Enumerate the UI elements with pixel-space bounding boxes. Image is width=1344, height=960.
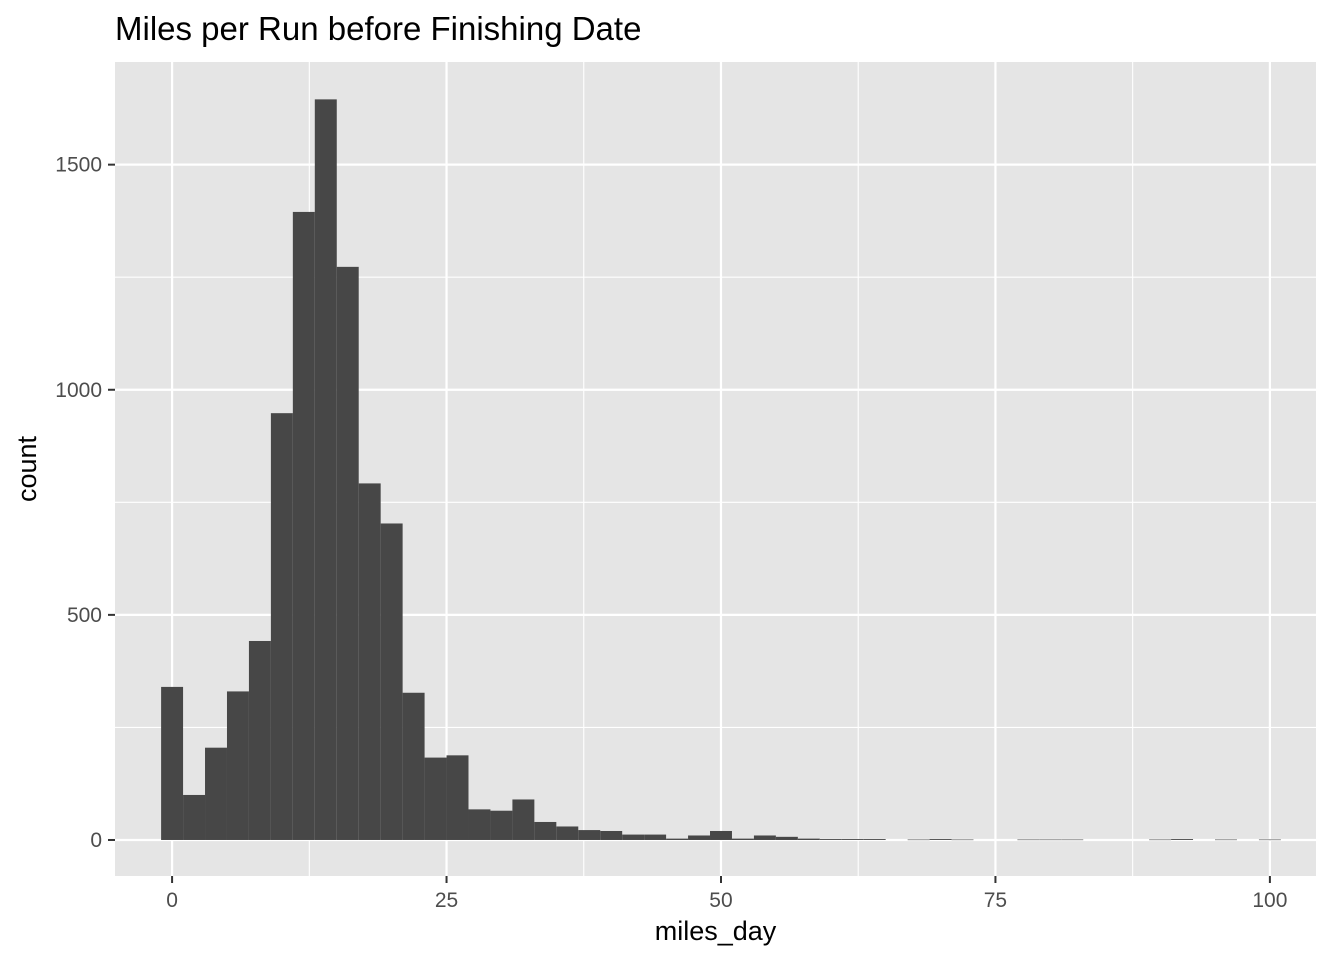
histogram-bar [161, 686, 184, 840]
histogram-bar [358, 483, 381, 840]
x-tick-label: 100 [1252, 889, 1287, 912]
chart-title: Miles per Run before Finishing Date [115, 10, 642, 47]
histogram-bar [424, 757, 447, 840]
y-axis-title: count [12, 435, 42, 502]
histogram-bar [1258, 839, 1281, 841]
histogram-bar [600, 830, 623, 840]
histogram-bar [468, 809, 491, 840]
histogram-bar [534, 821, 557, 840]
histogram-bar [336, 266, 359, 840]
histogram-bar [556, 826, 579, 840]
histogram-bar [270, 413, 293, 840]
histogram-bar [688, 835, 711, 840]
histogram-bar [205, 747, 227, 840]
histogram-bar [578, 830, 601, 840]
histogram-bar [819, 839, 842, 840]
histogram-bar [951, 839, 974, 841]
histogram-bar [1149, 839, 1172, 841]
histogram-bar [622, 834, 645, 840]
x-tick-label: 75 [984, 889, 1007, 912]
histogram-bar [644, 834, 667, 840]
histogram-bar [731, 838, 754, 840]
histogram-bar [490, 810, 513, 840]
x-tick-label: 0 [166, 889, 178, 912]
histogram-bar [863, 839, 886, 840]
y-tick-label: 500 [67, 604, 102, 627]
histogram-bar [380, 523, 403, 840]
x-axis-title: miles_day [655, 916, 777, 946]
histogram-bar [1215, 839, 1237, 841]
histogram-bar [183, 794, 206, 840]
histogram-bar [841, 839, 864, 840]
histogram-bar [248, 640, 271, 840]
x-tick-label: 50 [709, 889, 732, 912]
histogram-bar [929, 839, 952, 840]
histogram-bar [314, 99, 337, 840]
histogram-bar [1017, 839, 1040, 841]
histogram-bar [446, 755, 469, 840]
histogram-bar [226, 691, 249, 840]
histogram-bar [797, 838, 820, 840]
histogram-bar [512, 799, 535, 840]
histogram-bar [666, 838, 689, 840]
histogram-bar [753, 835, 776, 840]
histogram-bar [292, 211, 315, 840]
histogram-bar [710, 830, 732, 840]
histogram-bar [402, 692, 425, 840]
y-tick-label: 0 [90, 829, 102, 852]
histogram-bar [1171, 839, 1194, 840]
y-axis-tick-labels: 0 500 1000 1500 [55, 154, 102, 852]
y-tick-label: 1000 [55, 379, 102, 402]
x-axis-tick-labels: 0 25 50 75 100 [166, 889, 1287, 912]
histogram-bars [161, 99, 1281, 841]
histogram-bar [1061, 839, 1084, 841]
x-tick-label: 25 [435, 889, 458, 912]
y-tick-label: 1500 [55, 154, 102, 177]
histogram-bar [907, 839, 930, 841]
axis-ticks [108, 163, 1271, 883]
histogram-bar [1039, 839, 1062, 841]
histogram-bar [775, 836, 798, 840]
